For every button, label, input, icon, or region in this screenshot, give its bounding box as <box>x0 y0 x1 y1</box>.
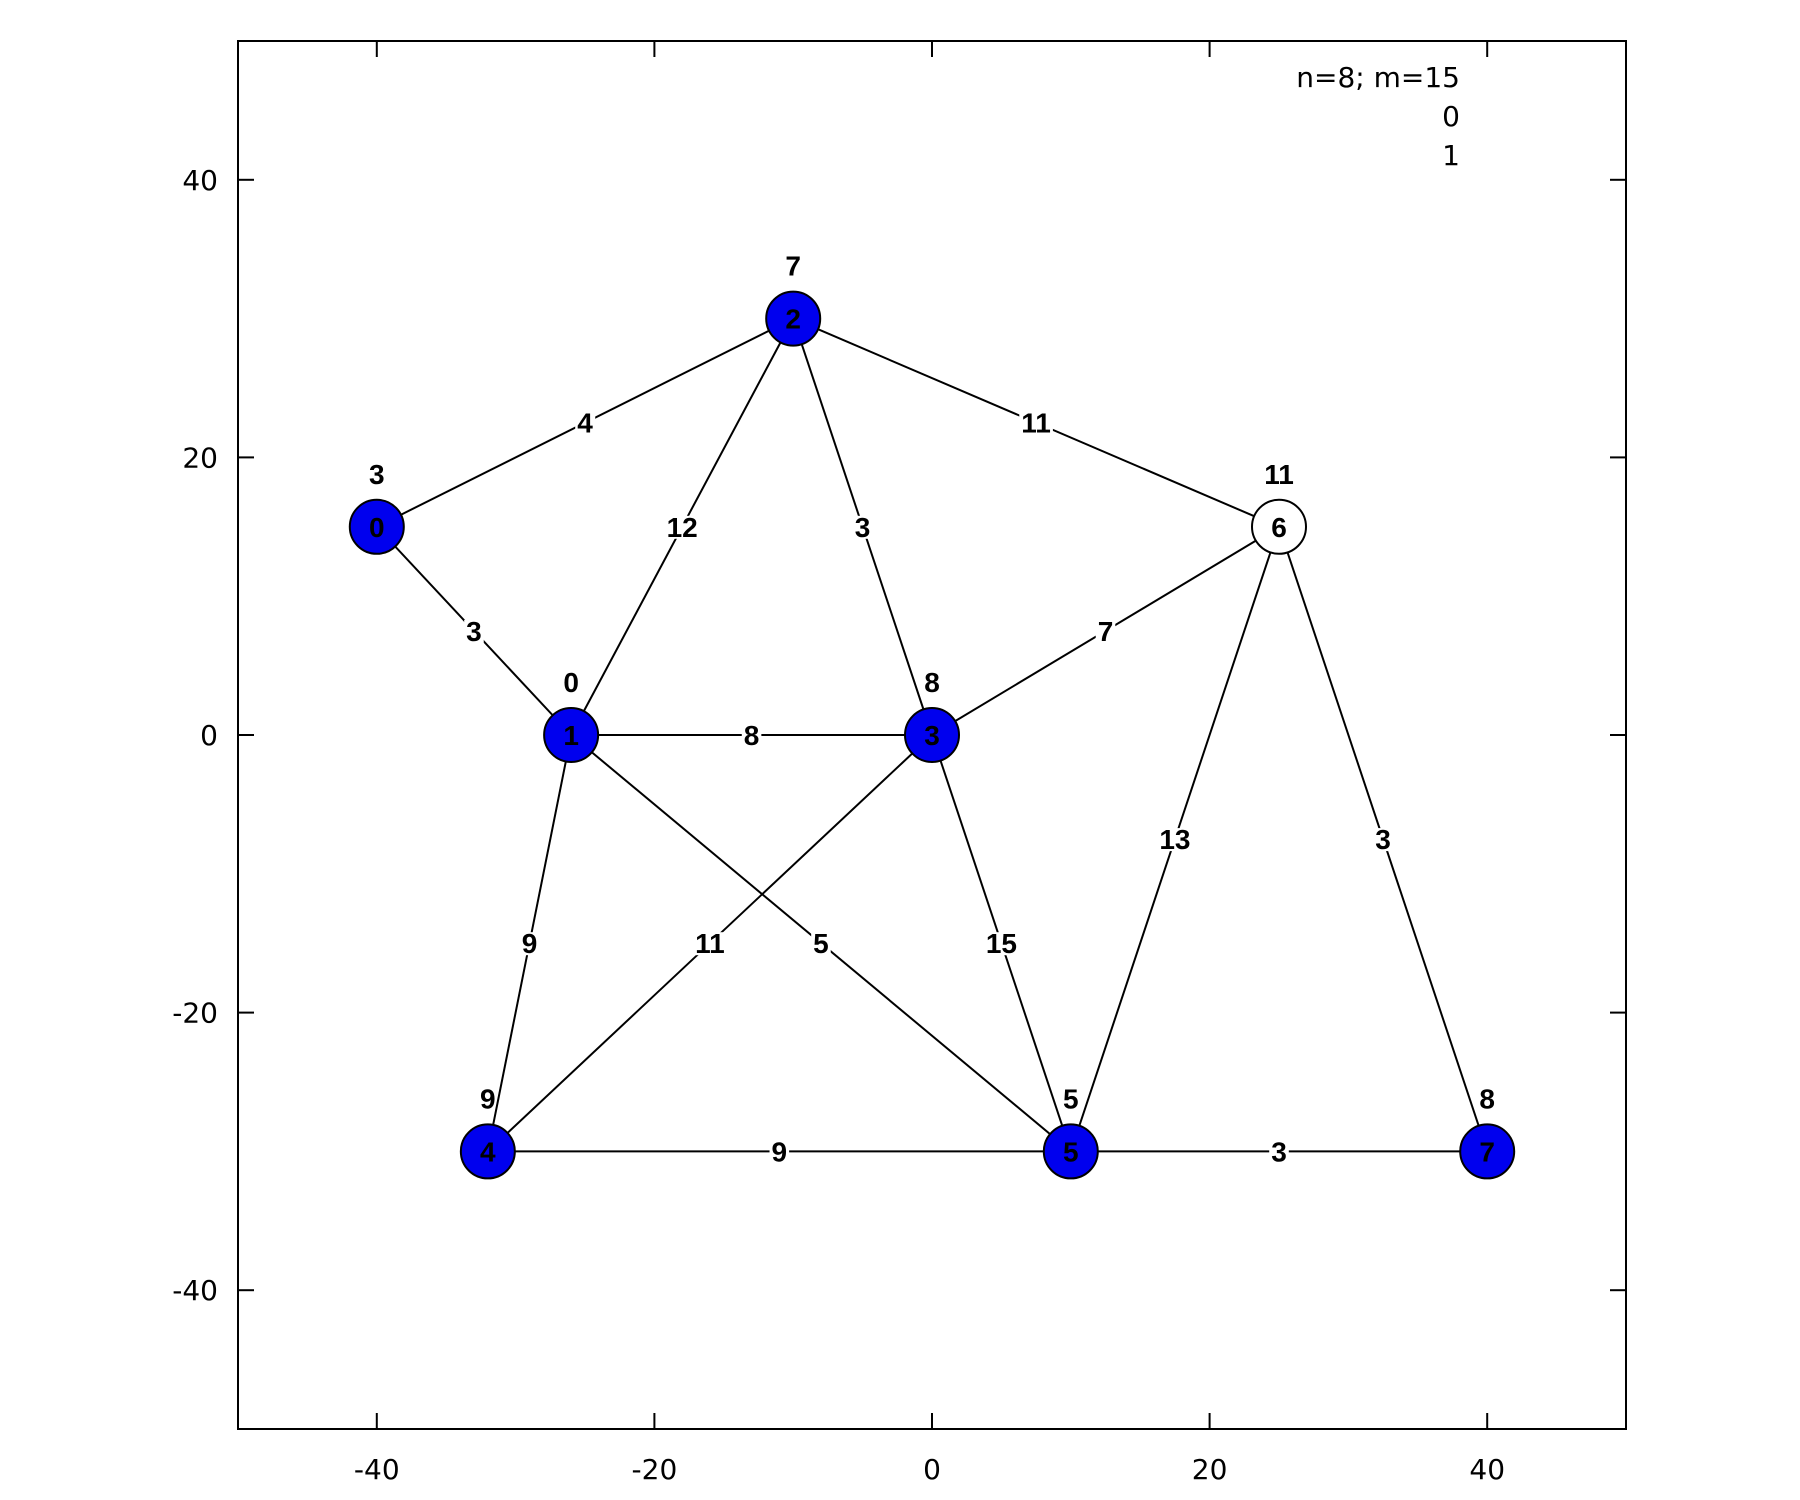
node-id-label: 3 <box>924 720 940 751</box>
node-weight-label: 8 <box>924 667 940 698</box>
node-weight-label: 3 <box>369 459 385 490</box>
edge-weight-label: 7 <box>1098 616 1114 647</box>
edge-weight-label: 11 <box>1021 408 1051 439</box>
edge-weight-label: 3 <box>1271 1136 1287 1167</box>
node-weight-label: 8 <box>1479 1083 1495 1114</box>
node-id-label: 7 <box>1479 1136 1495 1167</box>
y-tick-label: 40 <box>182 164 218 197</box>
edge-weight-bg <box>811 932 831 956</box>
y-tick-label: -40 <box>172 1274 218 1307</box>
edge-weight-bg <box>1157 828 1193 852</box>
edge-weight-label: 5 <box>813 928 829 959</box>
node-id-label: 4 <box>480 1136 496 1167</box>
edge-weight-bg <box>769 1140 790 1164</box>
node-id-label: 0 <box>369 512 385 543</box>
x-tick-label: 40 <box>1469 1453 1505 1486</box>
node-weight-label: 9 <box>480 1083 496 1114</box>
edge-weight-bg <box>575 411 596 435</box>
graph-node <box>765 290 822 347</box>
edge-weight-label: 3 <box>1375 824 1391 855</box>
legend: n=8; m=15 0 1 <box>1296 61 1460 172</box>
node-weight-label: 7 <box>785 251 801 282</box>
graph-node <box>904 707 960 763</box>
edge-weight-bg <box>741 724 762 747</box>
edge-weight-label: 13 <box>1159 824 1190 855</box>
node-id-label: 5 <box>1063 1136 1079 1167</box>
node-id-label: 6 <box>1271 512 1287 543</box>
graph-node <box>1042 1123 1099 1180</box>
graph-node <box>459 1123 516 1180</box>
legend-line: n=8; m=15 <box>1296 61 1460 94</box>
node-id-label: 2 <box>785 304 801 335</box>
y-tick-label: -20 <box>172 997 218 1030</box>
edge-weight-bg <box>1373 828 1393 852</box>
edge-weight-bg <box>519 932 540 956</box>
node-id-label: 1 <box>563 720 579 751</box>
edge-weight-bg <box>852 515 873 539</box>
edge-weight-bg <box>983 932 1019 956</box>
node-weight-label: 11 <box>1264 459 1294 490</box>
edge-weight-bg <box>1269 1140 1289 1164</box>
node-weight-label: 0 <box>563 667 579 698</box>
edge-weight-label: 4 <box>577 408 593 439</box>
edge-weight-bg <box>1019 411 1053 435</box>
edge-weight-label: 8 <box>744 720 760 751</box>
y-tick-label: 0 <box>200 719 218 752</box>
plot-frame <box>237 40 1627 1430</box>
edge-weight-label: 11 <box>695 928 725 959</box>
edge-weight-bg <box>464 619 484 643</box>
edge-weight-label: 3 <box>466 616 482 647</box>
edge-weight-bg <box>693 932 727 956</box>
legend-line: 1 <box>1442 139 1460 172</box>
legend-line: 0 <box>1442 100 1460 133</box>
graph-node <box>1459 1123 1516 1180</box>
edge-weight-bg <box>1095 619 1116 643</box>
y-tick-label: 20 <box>182 441 218 474</box>
x-tick-label: 0 <box>923 1453 941 1486</box>
x-tick-label: -20 <box>632 1453 678 1486</box>
x-tick-label: -40 <box>354 1453 400 1486</box>
edge-weight-label: 3 <box>855 512 871 543</box>
edge-weight-label: 9 <box>522 928 538 959</box>
graph-node <box>1251 498 1307 555</box>
x-tick-label: 20 <box>1192 1453 1228 1486</box>
nodes-layer: 0 3 1 0 2 7 3 8 4 9 5 5 6 11 7 8 <box>348 251 1516 1180</box>
edge-weight-label: 9 <box>772 1136 788 1167</box>
graph-node <box>543 707 600 763</box>
edge-weight-bg <box>664 515 700 539</box>
edge-weight-label: 12 <box>667 512 698 543</box>
graph-node <box>348 498 405 555</box>
edge-weight-label: 15 <box>986 928 1017 959</box>
node-weight-label: 5 <box>1063 1083 1079 1114</box>
